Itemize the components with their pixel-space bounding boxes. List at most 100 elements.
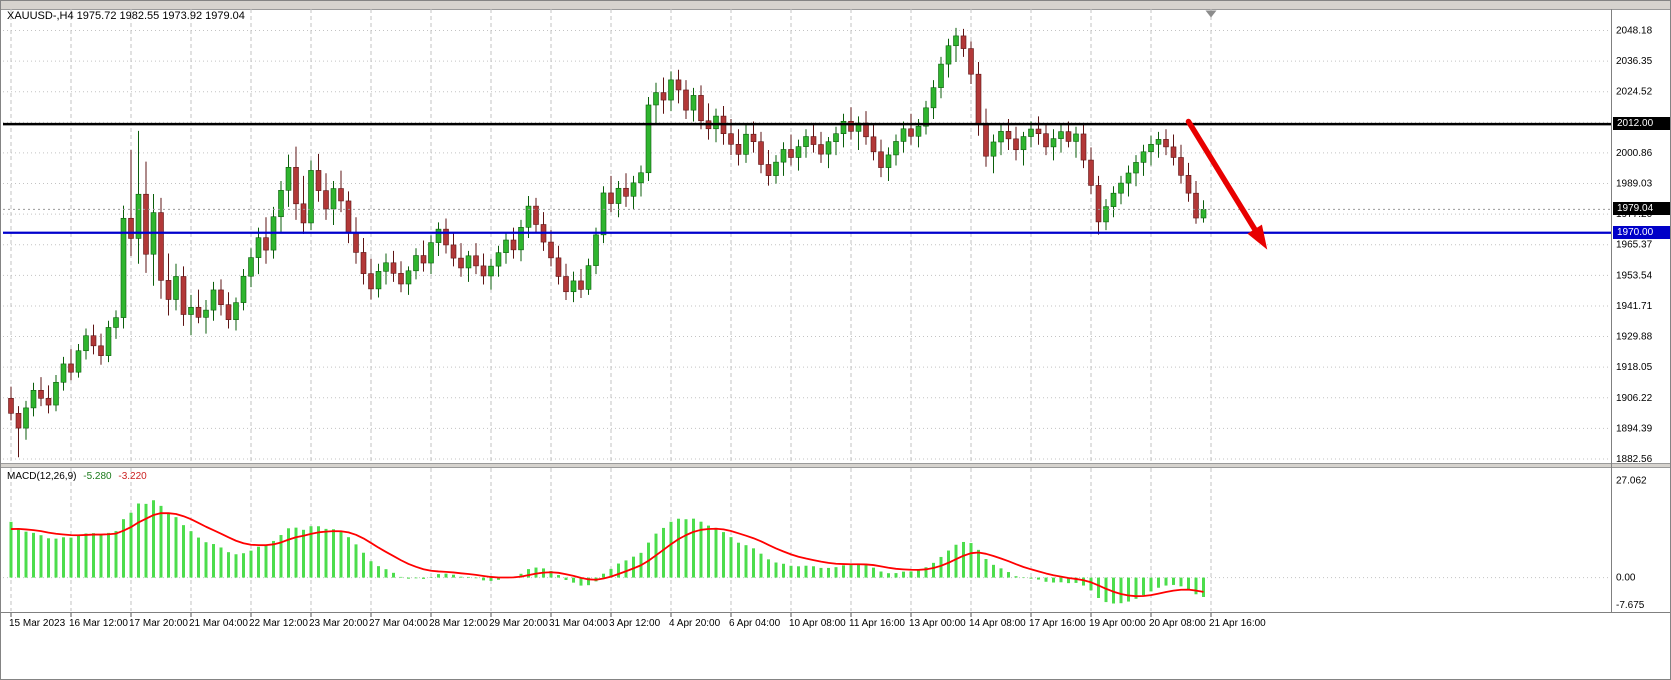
candle-body xyxy=(450,244,457,259)
price-axis-label: 2000.86 xyxy=(1616,148,1653,159)
macd-main-value: -5.280 xyxy=(83,471,112,482)
time-axis-label: 11 Apr 16:00 xyxy=(849,618,905,629)
candle-body xyxy=(555,257,562,277)
time-axis-label: 31 Mar 04:00 xyxy=(549,618,608,629)
candle-body xyxy=(23,407,29,429)
candle-body xyxy=(180,276,187,315)
candle-body xyxy=(420,255,427,264)
candle-body xyxy=(278,190,284,218)
candle-body xyxy=(293,167,299,205)
candle-body xyxy=(315,170,322,191)
candle-body xyxy=(113,317,119,328)
candle-body xyxy=(908,128,914,137)
candle-body xyxy=(675,79,682,91)
time-axis-label: 23 Mar 20:00 xyxy=(309,618,368,629)
candle-body xyxy=(1058,131,1064,139)
candle-body xyxy=(848,120,854,132)
candle-body xyxy=(405,270,412,285)
candle-body xyxy=(1193,192,1199,219)
price-axis-label: 1941.71 xyxy=(1616,301,1653,312)
candle-body xyxy=(1035,128,1042,134)
candle-body xyxy=(938,63,944,88)
price-axis-label: 2048.18 xyxy=(1616,26,1653,37)
candle-body xyxy=(135,193,142,239)
candle-body xyxy=(780,149,787,163)
candle-body xyxy=(638,172,644,184)
time-axis-label: 28 Mar 12:00 xyxy=(429,618,488,629)
candle-body xyxy=(128,217,134,239)
candle-body xyxy=(165,280,172,300)
candle-body xyxy=(30,390,37,409)
candle-body xyxy=(105,327,112,356)
candle-body xyxy=(668,79,674,101)
time-axis-labels[interactable]: 15 Mar 2023 16 Mar 12:00 17 Mar 20:00 21 Ma… xyxy=(9,613,1266,629)
candle-body xyxy=(525,205,532,228)
time-axis-label: 10 Apr 08:00 xyxy=(789,618,846,629)
candle-body xyxy=(630,182,637,197)
candle-body xyxy=(600,192,607,236)
candle-body xyxy=(1110,192,1117,207)
candle-body xyxy=(683,89,689,111)
candle-body xyxy=(435,228,442,243)
candle-body xyxy=(645,104,652,174)
price-axis-label: 1906.22 xyxy=(1616,393,1653,404)
candle-body xyxy=(885,154,892,168)
candle-body xyxy=(210,289,217,311)
candle-body xyxy=(1005,131,1012,140)
candle-body xyxy=(173,276,179,300)
candle-body xyxy=(8,398,14,414)
candle-body xyxy=(1088,159,1094,186)
candle-body xyxy=(218,289,224,305)
macd-axis-label: -7.675 xyxy=(1616,600,1645,611)
time-axis-label: 17 Mar 20:00 xyxy=(129,618,188,629)
candle-body xyxy=(203,309,209,318)
candle-body xyxy=(585,265,592,290)
panel-separator[interactable] xyxy=(1,463,1671,468)
candle-body xyxy=(818,144,824,155)
candle-body xyxy=(263,237,269,251)
candle-body xyxy=(398,273,404,285)
axis-borders xyxy=(1,9,1670,613)
macd-name: MACD(12,26,9) xyxy=(7,471,77,482)
candle-body xyxy=(158,212,164,281)
time-axis-label: 29 Mar 20:00 xyxy=(489,618,548,629)
candle-body xyxy=(750,133,757,143)
candle-body xyxy=(413,255,419,272)
candle-body xyxy=(120,217,127,318)
macd-signal-line xyxy=(10,512,1204,598)
candle-body xyxy=(953,35,959,47)
candle-body xyxy=(240,275,247,303)
support-price-tag: 1970.00 xyxy=(1613,225,1670,239)
price-axis-labels[interactable]: 2048.182036.352024.522012.692000.861989.… xyxy=(1616,26,1653,465)
candle-body xyxy=(375,271,382,290)
time-axis-label: 16 Mar 12:00 xyxy=(69,618,128,629)
price-axis-label: 1953.54 xyxy=(1616,270,1653,281)
candle-body xyxy=(360,252,367,274)
macd-axis-labels[interactable]: 27.062 0.00 -7.675 xyxy=(1616,475,1647,611)
candle-body xyxy=(255,237,262,258)
candle-body xyxy=(1043,133,1049,148)
candle-body xyxy=(1125,172,1132,184)
resistance-price-tag: 2012.00 xyxy=(1613,117,1670,131)
candle-body xyxy=(330,188,337,210)
candle-body xyxy=(1028,128,1034,137)
candle-body xyxy=(765,164,772,176)
candle-body xyxy=(698,95,704,122)
candle-body xyxy=(623,187,629,197)
chart-shift-marker[interactable] xyxy=(1205,10,1217,18)
candle-body xyxy=(608,192,614,204)
time-axis-label: 20 Apr 08:00 xyxy=(1149,618,1206,629)
candle-body xyxy=(458,257,464,269)
candle-body xyxy=(68,363,74,373)
trend-arrow[interactable] xyxy=(1185,118,1268,250)
candle-body xyxy=(188,306,194,315)
candle-body xyxy=(1163,139,1169,148)
macd-axis-label: 27.062 xyxy=(1616,475,1647,486)
price-axis-label: 1882.56 xyxy=(1616,454,1653,465)
candle-body xyxy=(803,136,809,147)
candle-body xyxy=(323,190,329,210)
candle-body xyxy=(473,255,479,267)
candle-body xyxy=(945,45,952,65)
